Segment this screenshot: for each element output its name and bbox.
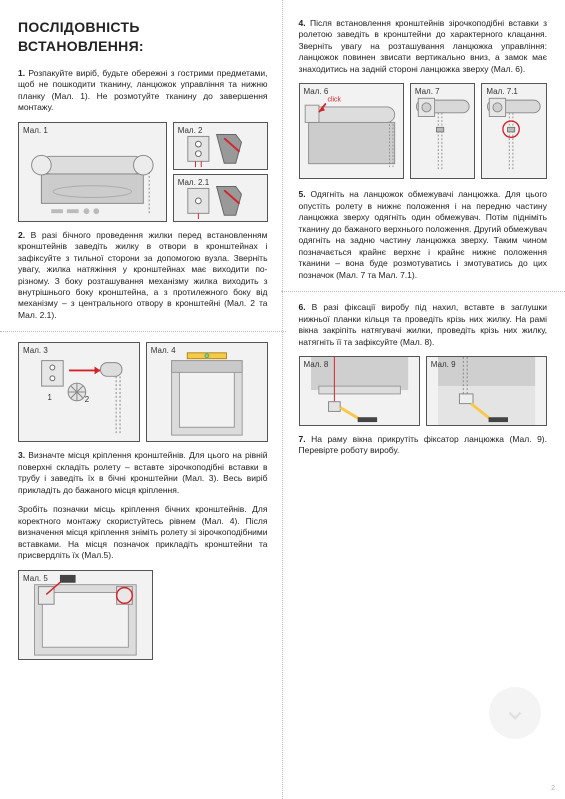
step-4-num: 4. xyxy=(299,18,306,28)
figure-1: Мал. 1 xyxy=(18,122,167,222)
figure-9: Мал. 9 xyxy=(426,356,547,426)
fig-row-5: Мал. 8 Мал. 9 xyxy=(299,356,548,426)
step-5-body: Одягніть на ланцюжок обмежувачі ланцюжка… xyxy=(299,189,548,279)
step-5-num: 5. xyxy=(299,189,306,199)
divider-1 xyxy=(0,331,286,332)
fig-4-svg xyxy=(147,343,267,441)
svg-text:1: 1 xyxy=(48,393,52,402)
svg-text:2: 2 xyxy=(85,395,89,404)
fig-8-label: Мал. 8 xyxy=(304,360,329,371)
step-6-text: 6. В разі фіксації виробу під нахил, вст… xyxy=(299,302,548,348)
page-title: ПОСЛІДОВНІСТЬ ВСТАНОВЛЕННЯ: xyxy=(18,18,268,56)
step-1-text: 1. Розпакуйте виріб, будьте обережні з г… xyxy=(18,68,268,114)
fig-4-label: Мал. 4 xyxy=(151,346,176,357)
fig-col-2: Мал. 2 Мал. 2.1 xyxy=(173,122,268,222)
step-7-text: 7. На раму вікна прикрутіть фіксатор лан… xyxy=(299,434,548,457)
divider-2 xyxy=(281,291,565,292)
figure-5: Мал. 5 xyxy=(18,570,153,660)
step-7-body: На раму вікна прикрутіть фіксатор ланцюж… xyxy=(299,434,548,455)
step-4-body: Після встановлення кронштейнів зірочкопо… xyxy=(299,18,548,74)
fig-7-label: Мал. 7 xyxy=(415,87,440,98)
fig-row-4: Мал. 6 click Мал. 7 xyxy=(299,83,548,179)
step-6-body: В разі фіксації виробу під нахил, вставт… xyxy=(299,302,548,346)
fig-21-label: Мал. 2.1 xyxy=(178,178,209,189)
figure-8: Мал. 8 xyxy=(299,356,420,426)
step-4-text: 4. Після встановлення кронштейнів зірочк… xyxy=(299,18,548,75)
step-3a-body: Визначте місця кріплення кронштейнів. Дл… xyxy=(18,450,268,494)
fig-row-2: Мал. 3 1 2 Мал. 4 xyxy=(18,342,268,442)
figure-4: Мал. 4 xyxy=(146,342,268,442)
fig-1-svg xyxy=(19,123,166,221)
figure-2-1: Мал. 2.1 xyxy=(173,174,268,222)
fig-row-3: Мал. 5 xyxy=(18,570,268,660)
fig-71-svg xyxy=(482,84,546,178)
fig-9-label: Мал. 9 xyxy=(431,360,456,371)
step-7-num: 7. xyxy=(299,434,306,444)
page-number: 2 xyxy=(551,784,555,793)
fig-6-svg: click xyxy=(300,84,403,178)
fig-5-label: Мал. 5 xyxy=(23,574,48,585)
fig-1-label: Мал. 1 xyxy=(23,126,48,137)
figure-7-1: Мал. 7.1 xyxy=(481,83,547,179)
watermark-icon xyxy=(489,687,541,739)
fig-7-svg xyxy=(411,84,475,178)
figure-7: Мал. 7 xyxy=(410,83,476,179)
fig-6-label: Мал. 6 xyxy=(304,87,329,98)
fig-row-1: Мал. 1 Мал. 2 xyxy=(18,122,268,222)
fig-71-label: Мал. 7.1 xyxy=(486,87,517,98)
step-3b-text: Зробіть позначки місць кріплення бічних … xyxy=(18,504,268,561)
figure-6: Мал. 6 click xyxy=(299,83,404,179)
fig-2-label: Мал. 2 xyxy=(178,126,203,137)
step-5-text: 5. Одягніть на ланцюжок обмежувачі ланцю… xyxy=(299,189,548,281)
click-label: click xyxy=(327,97,341,104)
step-2-text: 2. В разі бічного проведення жилки перед… xyxy=(18,230,268,322)
figure-2: Мал. 2 xyxy=(173,122,268,170)
fig-3-svg: 1 2 xyxy=(19,343,139,441)
step-3a-text: 3. Визначте місця кріплення кронштейнів.… xyxy=(18,450,268,496)
fig-3-label: Мал. 3 xyxy=(23,346,48,357)
step-2-body: В разі бічного проведення жилки перед вс… xyxy=(18,230,268,320)
step-6-num: 6. xyxy=(299,302,306,312)
step-1-body: Розпакуйте виріб, будьте обережні з гост… xyxy=(18,68,268,112)
figure-3: Мал. 3 1 2 xyxy=(18,342,140,442)
